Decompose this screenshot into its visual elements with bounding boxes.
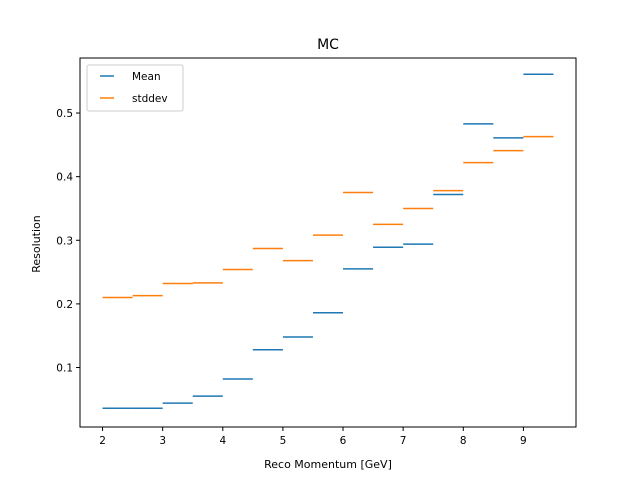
y-tick-label: 0.5 [56,108,73,120]
plot-frame [79,57,577,428]
legend-label-mean: Mean [132,71,161,83]
x-tick-label: 6 [340,435,347,447]
y-tick-label: 0.1 [56,363,73,375]
plot-data [102,73,554,409]
y-tick-label: 0.2 [56,299,73,311]
legend-label-stddev: stddev [132,93,168,105]
x-tick-label: 2 [99,435,106,447]
chart-title: MC [317,37,339,53]
x-tick-label: 4 [219,435,226,447]
x-tick-label: 9 [520,435,527,447]
y-tick-label: 0.4 [56,172,73,184]
x-tick-label: 5 [280,435,287,447]
axes: 2 3 4 5 6 7 8 9 0.1 0.2 0.3 0.4 0.5 [56,57,577,447]
x-tick-label: 8 [460,435,467,447]
y-axis-label: Resolution [30,215,43,273]
legend: Mean stddev [86,64,184,112]
x-tick-label: 3 [159,435,166,447]
x-tick-label: 7 [400,435,407,447]
x-axis-label: Reco Momentum [GeV] [264,458,392,471]
y-tick-label: 0.3 [56,235,73,247]
